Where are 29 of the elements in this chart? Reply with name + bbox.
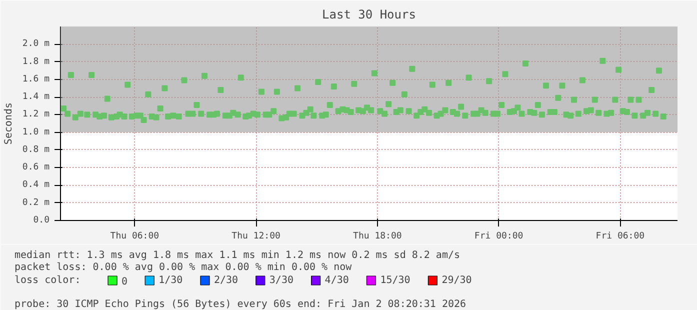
legend-label: 1/30 <box>158 275 183 286</box>
x-tick-label: Thu 18:00 <box>353 232 402 242</box>
legend-label: 0 <box>122 276 128 288</box>
x-tick-label: Fri 06:00 <box>596 232 645 242</box>
legend-title: loss color: <box>14 275 81 286</box>
y-tick-label: 0.8 m <box>22 144 50 155</box>
y-tick-label: 0.2 m <box>22 198 50 208</box>
chart-title: Last 30 Hours <box>322 8 416 22</box>
text: median rtt: 1.3 ms avg 1.8 ms max 1.1 ms min 1.2 ms now 0.2 ms sd 8.2 am/s <box>14 250 460 261</box>
y-tick-label: 1.8 m <box>22 56 50 67</box>
x-tick-label: Fri 00:00 <box>474 232 524 242</box>
y-tick-label: 1.0 m <box>22 127 50 138</box>
legend-label: 29/30 <box>442 275 472 286</box>
legend-label: 15/30 <box>380 275 410 286</box>
y-axis-title: Seconds <box>3 102 14 145</box>
y-tick-label: 0.4 m <box>22 180 50 190</box>
legend-label: 4/30 <box>324 275 349 286</box>
y-tick-label: 2.0 m <box>22 39 50 50</box>
x-tick-label: Thu 12:00 <box>232 232 280 242</box>
legend-label: 3/30 <box>269 275 294 286</box>
text: packet loss: 0.00 % avg 0.00 % max 0.00 % min 0.00 % now <box>14 262 353 273</box>
text: probe: 30 ICMP Echo Pings (56 Bytes) every 60s end: Fri Jan 2 08:20:31 2026 <box>14 299 466 310</box>
legend-label: 2/30 <box>214 275 238 286</box>
y-tick-label: 1.2 m <box>22 110 50 120</box>
y-tick-label: 0.0 <box>33 216 50 226</box>
y-tick-label: 0.6 m <box>22 162 50 173</box>
y-tick-label: 1.6 m <box>22 74 50 84</box>
y-tick-label: 1.4 m <box>22 92 50 102</box>
x-tick-label: Thu 06:00 <box>110 232 160 242</box>
